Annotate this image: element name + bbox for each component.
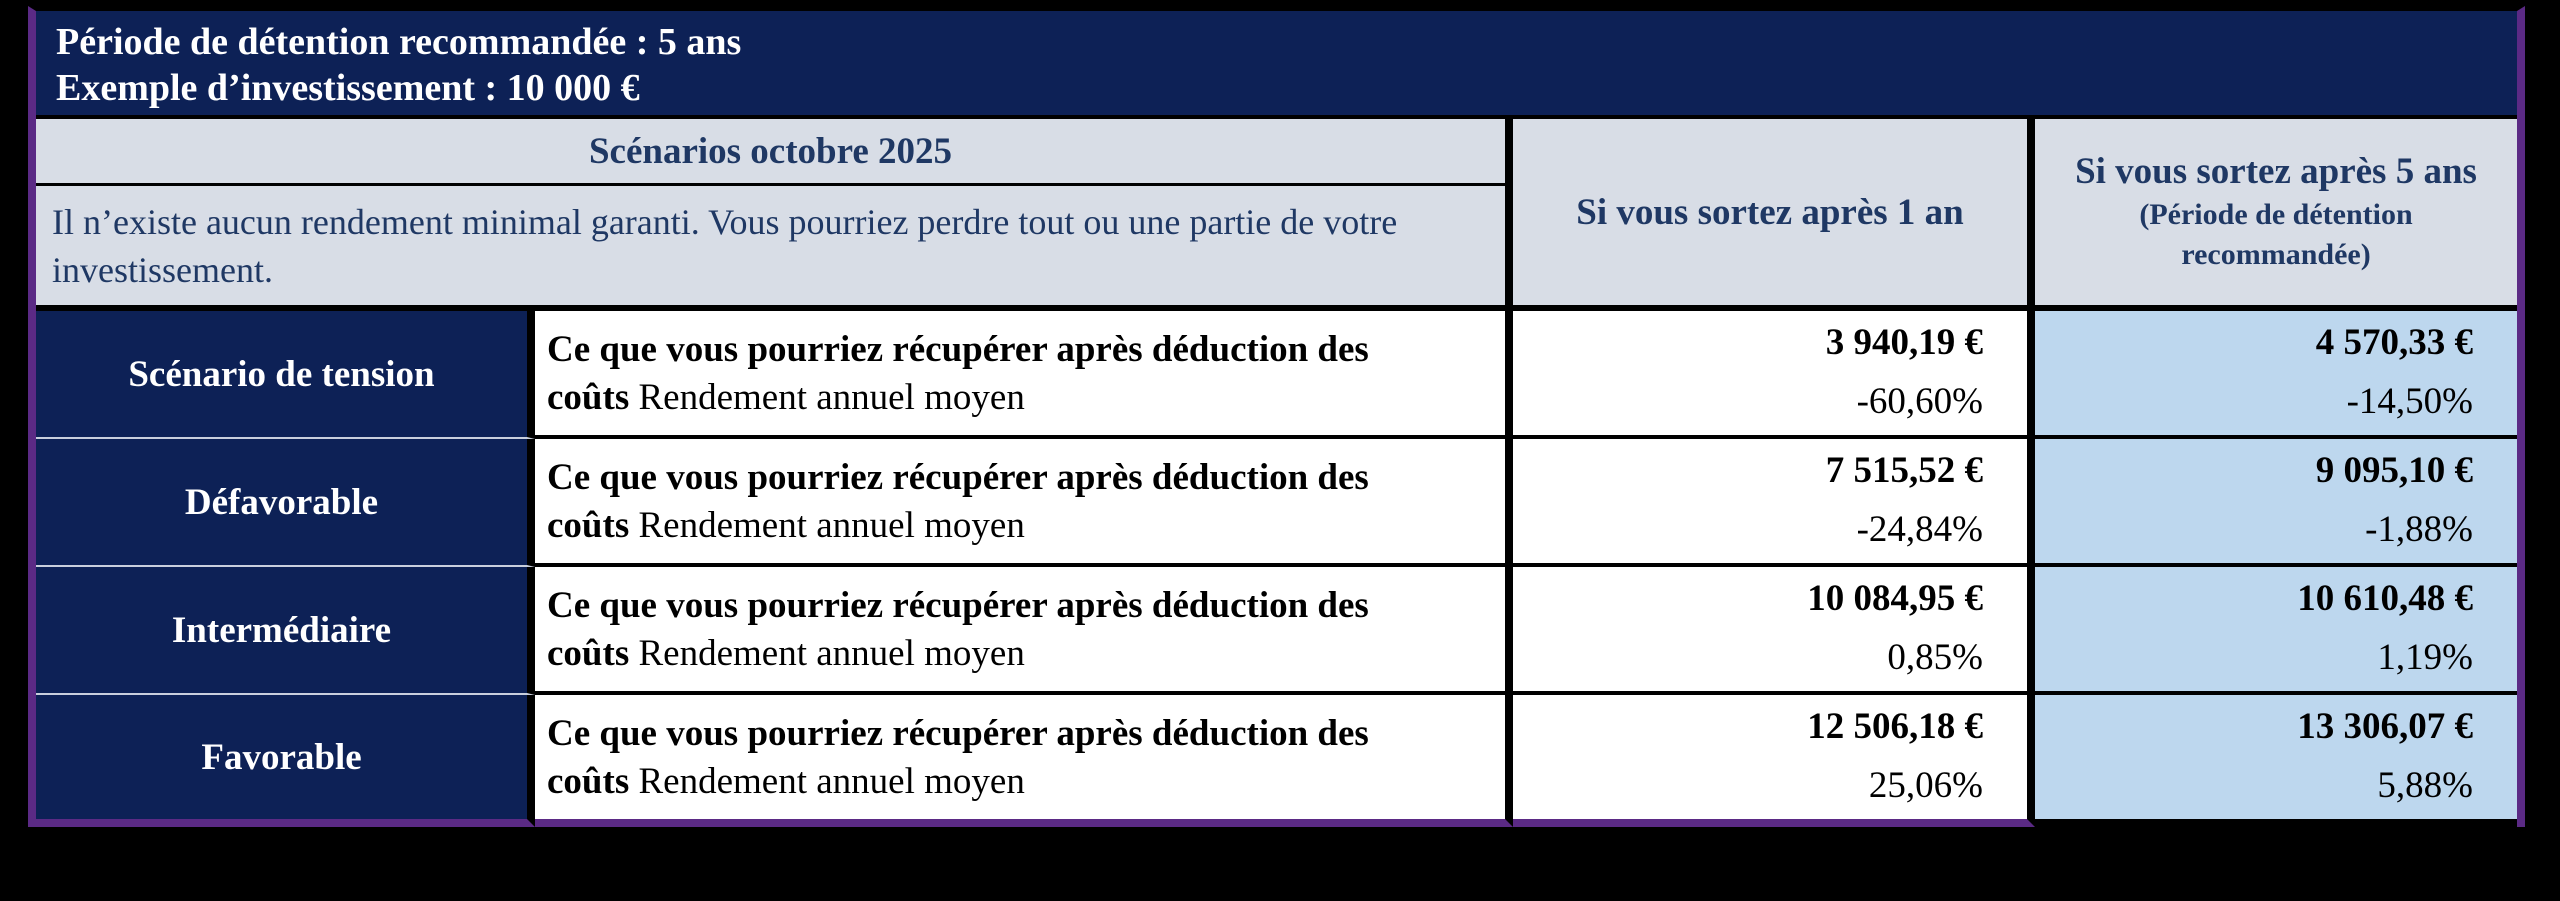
return-rhp: -14,50% bbox=[2346, 381, 2473, 422]
return-rhp: 1,19% bbox=[2377, 637, 2473, 678]
values-exit-rhp: 13 306,07 € 5,88% bbox=[2035, 695, 2517, 827]
amount-rhp: 10 610,48 € bbox=[2297, 578, 2473, 619]
amount-rhp: 4 570,33 € bbox=[2315, 322, 2473, 363]
return-rhp: -1,88% bbox=[2365, 509, 2473, 550]
table-row-moderate: Intermédiaire Ce que vous pourriez récup… bbox=[36, 567, 2517, 695]
column-header-exit-rhp-main: Si vous sortez après 5 ans bbox=[2075, 151, 2477, 192]
values-exit-1yr: 10 084,95 € 0,85% bbox=[1513, 567, 2035, 695]
performance-scenarios-table: Période de détention recommandée : 5 ans… bbox=[28, 6, 2525, 827]
return-1yr: -60,60% bbox=[1856, 381, 1983, 422]
scenarios-title: Scénarios octobre 2025 bbox=[36, 119, 1505, 186]
recovery-description-bold: Ce que vous pourriez récupérer après déd… bbox=[547, 329, 1369, 418]
recommended-holding-period: Période de détention recommandée : 5 ans bbox=[56, 21, 742, 63]
values-exit-1yr: 12 506,18 € 25,06% bbox=[1513, 695, 2035, 827]
investment-example: Exemple d’investissement : 10 000 € bbox=[56, 67, 640, 109]
amount-1yr: 3 940,19 € bbox=[1825, 322, 1983, 363]
column-header-exit-1yr: Si vous sortez après 1 an bbox=[1513, 119, 2035, 305]
scenario-label: Scénario de tension bbox=[36, 311, 535, 439]
scenario-rows: Scénario de tension Ce que vous pourriez… bbox=[36, 305, 2517, 827]
table-row-favourable: Favorable Ce que vous pourriez récupérer… bbox=[36, 695, 2517, 827]
table-row-stress: Scénario de tension Ce que vous pourriez… bbox=[36, 311, 2517, 439]
recovery-description-bold: Ce que vous pourriez récupérer après déd… bbox=[547, 713, 1369, 802]
amount-1yr: 7 515,52 € bbox=[1825, 450, 1983, 491]
recovery-description-regular: Rendement annuel moyen bbox=[629, 505, 1025, 546]
recovery-description-regular: Rendement annuel moyen bbox=[629, 633, 1025, 674]
header-left-merged: Scénarios octobre 2025 Il n’existe aucun… bbox=[36, 119, 1513, 305]
recovery-description: Ce que vous pourriez récupérer après déd… bbox=[535, 695, 1513, 827]
amount-1yr: 10 084,95 € bbox=[1807, 578, 1983, 619]
recovery-description: Ce que vous pourriez récupérer après déd… bbox=[535, 439, 1513, 567]
scenario-label: Intermédiaire bbox=[36, 567, 535, 695]
recovery-description-regular: Rendement annuel moyen bbox=[629, 377, 1025, 418]
table-row-unfavourable: Défavorable Ce que vous pourriez récupér… bbox=[36, 439, 2517, 567]
no-guarantee-note: Il n’existe aucun rendement minimal gara… bbox=[52, 201, 1398, 290]
title-band: Période de détention recommandée : 5 ans… bbox=[36, 11, 2517, 115]
amount-rhp: 13 306,07 € bbox=[2297, 706, 2473, 747]
recovery-description: Ce que vous pourriez récupérer après déd… bbox=[535, 567, 1513, 695]
values-exit-rhp: 9 095,10 € -1,88% bbox=[2035, 439, 2517, 567]
column-header-exit-rhp-sub: (Période de détention recommandée) bbox=[2139, 198, 2413, 271]
values-exit-1yr: 7 515,52 € -24,84% bbox=[1513, 439, 2035, 567]
amount-rhp: 9 095,10 € bbox=[2315, 450, 2473, 491]
return-rhp: 5,88% bbox=[2377, 765, 2473, 806]
values-exit-rhp: 10 610,48 € 1,19% bbox=[2035, 567, 2517, 695]
recovery-description-bold: Ce que vous pourriez récupérer après déd… bbox=[547, 457, 1369, 546]
recovery-description-regular: Rendement annuel moyen bbox=[629, 761, 1025, 802]
values-exit-1yr: 3 940,19 € -60,60% bbox=[1513, 311, 2035, 439]
values-exit-rhp: 4 570,33 € -14,50% bbox=[2035, 311, 2517, 439]
amount-1yr: 12 506,18 € bbox=[1807, 706, 1983, 747]
return-1yr: 25,06% bbox=[1868, 765, 1983, 806]
scenario-label: Défavorable bbox=[36, 439, 535, 567]
recovery-description-bold: Ce que vous pourriez récupérer après déd… bbox=[547, 585, 1369, 674]
return-1yr: 0,85% bbox=[1887, 637, 1983, 678]
recovery-description: Ce que vous pourriez récupérer après déd… bbox=[535, 311, 1513, 439]
column-header-exit-rhp: Si vous sortez après 5 ans (Période de d… bbox=[2035, 119, 2517, 305]
table-header: Scénarios octobre 2025 Il n’existe aucun… bbox=[36, 115, 2517, 305]
scenario-label: Favorable bbox=[36, 695, 535, 827]
return-1yr: -24,84% bbox=[1856, 509, 1983, 550]
